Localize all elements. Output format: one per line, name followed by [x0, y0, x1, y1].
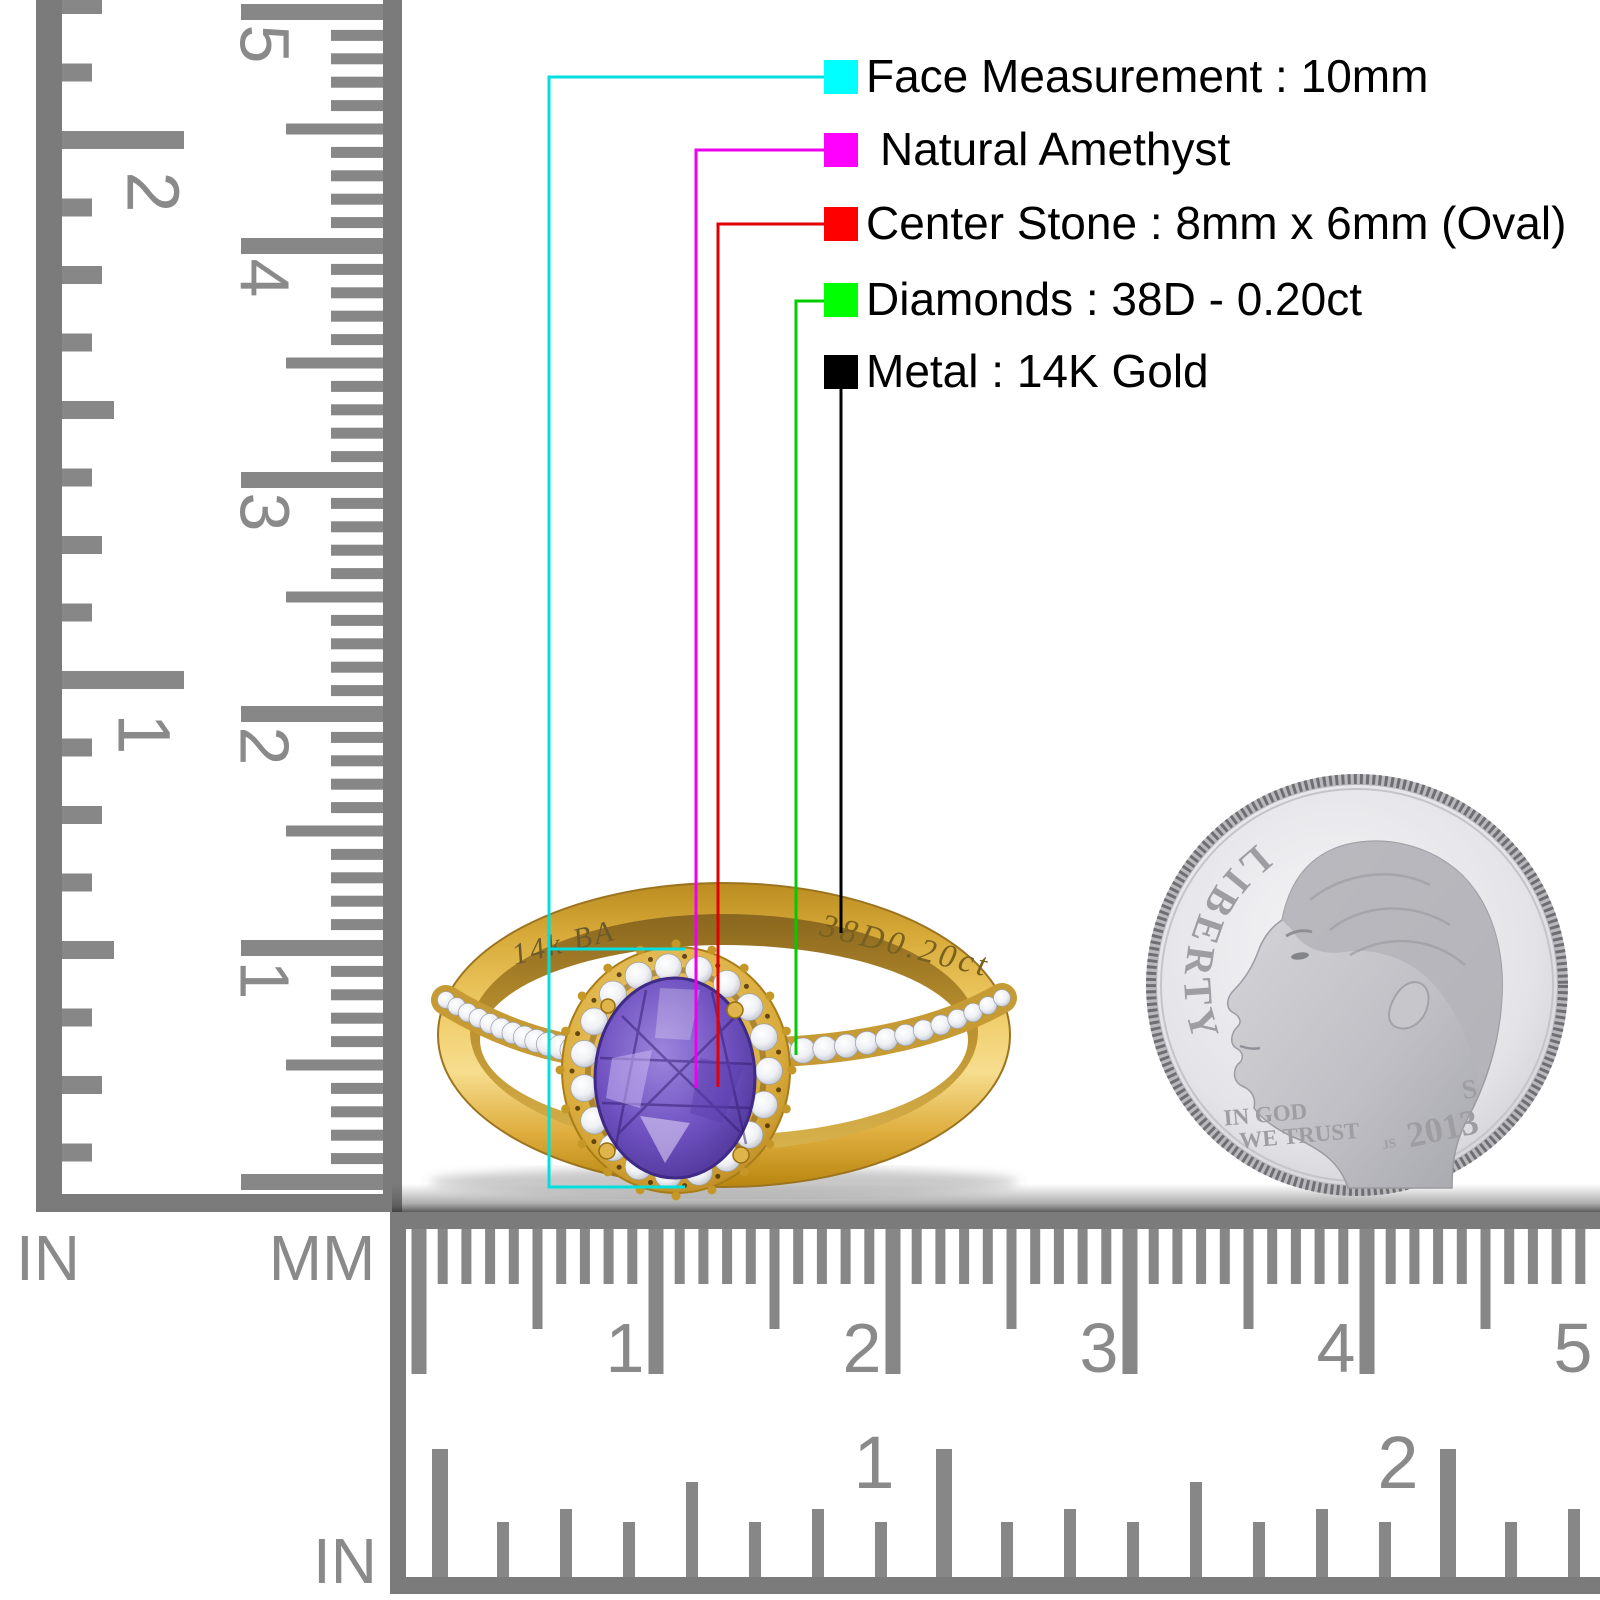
left-mm-label-2: 2	[226, 727, 304, 766]
stone-facet-highlight	[655, 988, 700, 1040]
stone-facet-lavender	[606, 1050, 652, 1108]
legend-label-metal: Metal : 14K Gold	[866, 345, 1209, 397]
left-mm-ticks	[241, 4, 383, 1190]
halo-diamonds	[570, 953, 783, 1189]
stone-facet-dark	[690, 1058, 744, 1123]
bottom-inch-ticks	[432, 1449, 1580, 1577]
left-ruler-bottom-bar	[36, 1194, 402, 1212]
ring-photo: 14k BA 38D0.20ct	[392, 882, 1600, 1212]
coin-mint-mark: S	[1459, 1073, 1479, 1105]
bottom-inch-label-2: 2	[1377, 1421, 1418, 1504]
left-inch-label-2: 2	[111, 171, 194, 212]
left-ruler-unit-in: IN	[16, 1222, 80, 1294]
annotation-lines	[547, 75, 843, 1189]
legend-swatch-face-measurement	[824, 60, 858, 94]
left-inch-edge-bar	[36, 0, 62, 1212]
coin-portrait	[1227, 840, 1503, 1189]
legend-label-amethyst: Natural Amethyst	[880, 123, 1230, 175]
left-mm-label-3: 3	[226, 493, 304, 532]
face-measurement-line	[547, 75, 824, 1189]
coin-reeding	[1146, 774, 1568, 1196]
left-mm-label-1: 1	[226, 961, 304, 1000]
bottom-ruler-left-bar	[390, 1212, 406, 1594]
amethyst-line	[694, 148, 824, 1088]
bottom-inch-label-1: 1	[853, 1421, 894, 1504]
center-stone-amethyst	[593, 976, 757, 1180]
coin-brow	[1285, 929, 1313, 938]
left-mm-label-5: 5	[226, 25, 304, 64]
diamonds-line	[794, 299, 824, 1055]
left-inch-ticks	[62, 0, 184, 1162]
left-mm-edge-bar	[383, 0, 402, 1212]
bottom-mm-ticks	[411, 1229, 1586, 1374]
bottom-ruler-top-bar	[390, 1212, 1600, 1229]
left-ruler-mm: 5 4 3 2 1	[36, 0, 402, 1212]
bottom-mm-label-3: 3	[1080, 1309, 1119, 1387]
bottom-mm-label-4: 4	[1317, 1309, 1356, 1387]
left-ruler-inch: 2 1	[36, 0, 194, 1212]
legend-label-center-stone: Center Stone : 8mm x 6mm (Oval)	[866, 197, 1566, 249]
left-ruler-unit-mm: MM	[269, 1222, 376, 1294]
legend-swatch-amethyst	[824, 133, 858, 167]
coin-ear	[1388, 981, 1430, 1030]
bottom-mm-label-1: 1	[606, 1309, 645, 1387]
coin-photo: LIBERTY IN GOD WE TRUST 2013 S JS	[1146, 774, 1568, 1196]
legend-swatch-center-stone	[824, 207, 858, 241]
left-mm-label-4: 4	[226, 259, 304, 298]
coin-hair-strands	[1309, 873, 1466, 966]
bottom-mm-label-2: 2	[843, 1309, 882, 1387]
legend-swatch-metal	[824, 355, 858, 389]
bottom-ruler-unit-in: IN	[313, 1525, 377, 1597]
coin-mouth	[1239, 1044, 1261, 1050]
bottom-mm-label-5: 5	[1554, 1309, 1593, 1387]
legend-label-face-measurement: Face Measurement : 10mm	[866, 50, 1428, 102]
coin-designer-initials: JS	[1381, 1135, 1398, 1153]
bottom-ruler-bottom-bar	[390, 1577, 1600, 1594]
center-stone-line	[716, 222, 824, 1087]
coin-portrait-hair	[1282, 841, 1503, 1090]
stone-facet-bright	[640, 1116, 690, 1163]
coin-eye	[1291, 952, 1309, 960]
bottom-ruler: 1 2 3 4 5 1 2	[390, 1212, 1600, 1594]
left-inch-label-1: 1	[102, 713, 185, 754]
stone-prongs	[598, 998, 750, 1164]
legend-label-diamonds: Diamonds : 38D - 0.20ct	[866, 273, 1362, 325]
legend-swatch-diamonds	[824, 283, 858, 317]
legend: Face Measurement : 10mm Natural Amethyst…	[824, 50, 1566, 397]
